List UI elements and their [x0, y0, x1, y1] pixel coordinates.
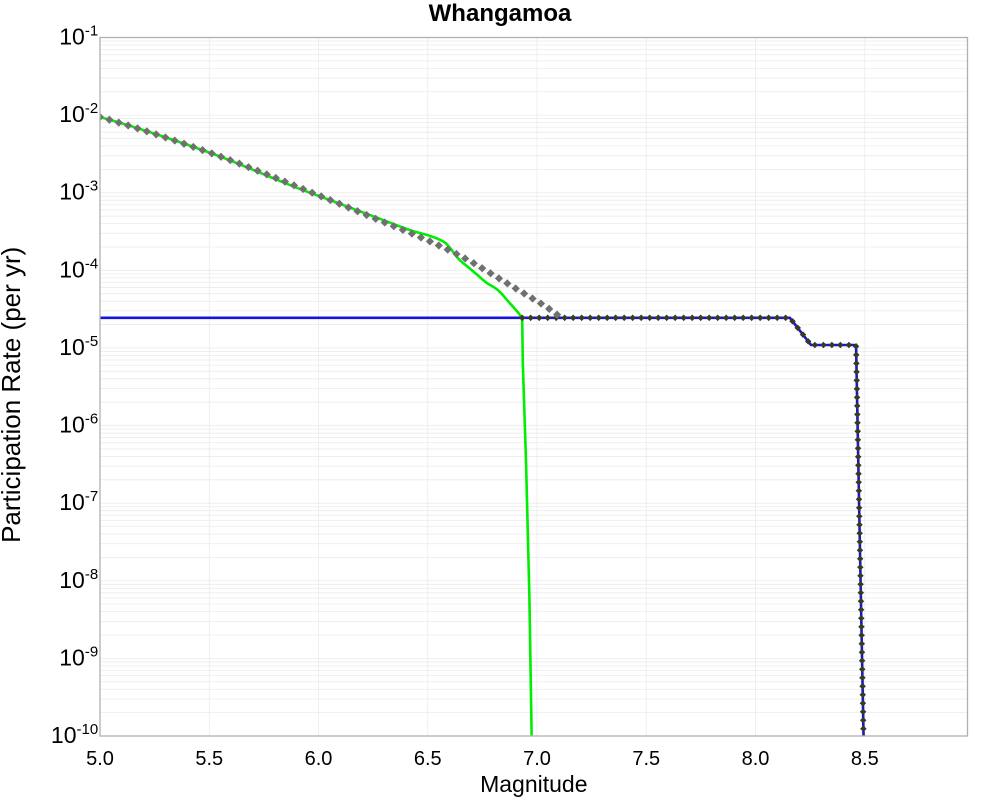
svg-text:8.0: 8.0 [742, 748, 770, 770]
svg-text:7.0: 7.0 [523, 748, 551, 770]
svg-text:5.0: 5.0 [86, 748, 114, 770]
svg-text:6.5: 6.5 [414, 748, 442, 770]
svg-text:8.5: 8.5 [851, 748, 879, 770]
svg-text:Magnitude: Magnitude [480, 771, 587, 797]
svg-text:7.5: 7.5 [632, 748, 660, 770]
svg-text:6.0: 6.0 [305, 748, 333, 770]
svg-text:Whangamoa: Whangamoa [429, 0, 572, 27]
svg-text:Participation Rate (per yr): Participation Rate (per yr) [0, 247, 26, 543]
svg-text:5.5: 5.5 [195, 748, 223, 770]
